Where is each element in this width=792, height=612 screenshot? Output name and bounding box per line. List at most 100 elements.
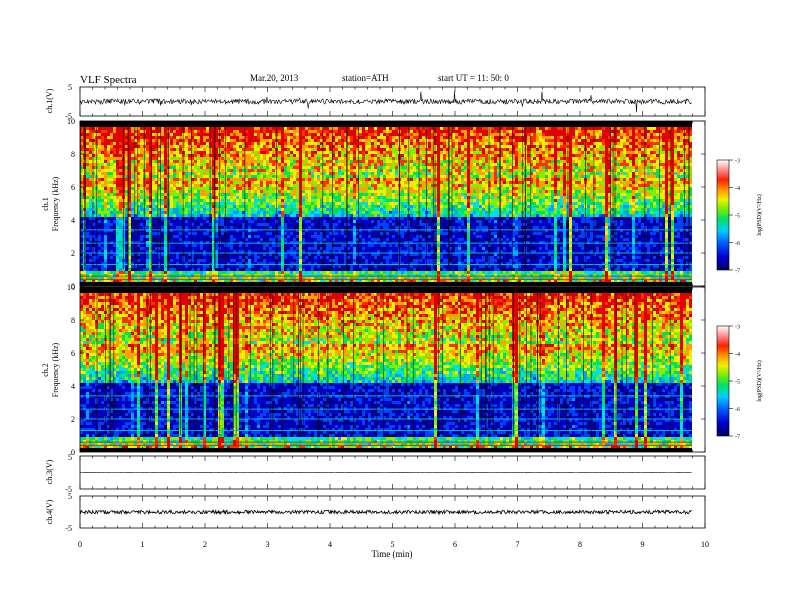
spectrogram-cell [317,202,321,206]
spectrogram-cell [317,280,321,282]
spectrogram-cell [185,202,189,206]
spectrogram-cell [104,190,108,194]
spectrogram-cell [146,172,150,176]
spectrogram-cell [206,196,210,200]
spectrogram-cell [86,127,90,131]
spectrogram-cell [227,193,231,197]
spectrogram-cell [158,202,162,206]
spectrogram-cell [338,145,342,149]
spectrogram-cell [101,148,105,152]
spectrogram-cell [92,238,96,242]
spectrogram-cell [137,205,141,209]
spectrogram-cell [89,277,93,281]
spectrogram-cell [119,280,123,282]
spectrogram-cell [302,148,306,152]
spectrogram-cell [134,250,138,254]
spectrogram-cell [137,277,141,281]
spectrogram-cell [209,256,213,260]
spectrogram-cell [107,139,111,143]
spectrogram-cell [257,265,261,269]
spectrogram-cell [269,160,273,164]
spectrogram-cell [155,160,159,164]
spectrogram-cell [248,211,252,215]
spectrogram-cell [161,154,165,158]
spectrogram-cell [257,214,261,218]
spectrogram-cell [311,181,315,185]
spectrogram-cell [341,145,345,149]
spectrogram-cell [326,166,330,170]
spectrogram-cell [182,181,186,185]
spectrogram-cell [212,145,216,149]
spectrogram-cell [296,253,300,257]
spectrogram-cell [119,265,123,269]
spectrogram-cell [299,229,303,233]
spectrogram-cell [332,181,336,185]
spectrogram-cell [278,262,282,266]
spectrogram-cell [203,151,207,155]
spectrogram-cell [197,193,201,197]
spectrogram-cell [314,247,318,251]
spectrogram-cell [257,136,261,140]
spectrogram-cell [125,187,129,191]
spectrogram-cell [329,130,333,134]
spectrogram-cell [215,226,219,230]
spectrogram-cell [149,148,153,152]
spectrogram-cell [152,229,156,233]
spectrogram-cell [131,208,135,212]
spectrogram-cell [191,196,195,200]
spectrogram-cell [116,259,120,263]
spectrogram-cell [128,151,132,155]
spectrogram-cell [203,253,207,257]
spectrogram-cell [209,163,213,167]
spectrogram-cell [323,169,327,173]
spectrogram-cell [158,142,162,146]
spectrogram-cell [248,127,252,131]
spectrogram-cell [245,160,249,164]
spectrogram-cell [338,211,342,215]
spectrogram-cell [161,226,165,230]
spectrogram-cell [251,166,255,170]
spectrogram-cell [161,256,165,260]
spectrogram-cell [299,232,303,236]
spectrogram-cell [245,187,249,191]
spectrogram-cell [320,265,324,269]
spectrogram-cell [293,247,297,251]
spectrogram-cell [161,169,165,173]
spectrogram-cell [338,244,342,248]
spectrogram-cell [149,181,153,185]
spectrogram-cell [299,199,303,203]
spectrogram-cell [161,157,165,161]
spectrogram-cell [197,166,201,170]
spectrogram-cell [173,190,177,194]
spectrogram-cell [80,247,84,251]
spectrogram-cell [110,247,114,251]
spectrogram-cell [176,256,180,260]
spectrogram-cell [251,160,255,164]
spectrogram-cell [248,175,252,179]
spectrogram-cell [227,235,231,239]
spectrogram-cell [305,145,309,149]
spectrogram-cell [230,160,234,164]
spectrogram-cell [335,148,339,152]
spectrogram-cell [137,163,141,167]
spectrogram-cell [113,256,117,260]
spectrogram-cell [290,184,294,188]
spectrogram-cell [233,211,237,215]
spectrogram-cell [260,160,264,164]
spectrogram-cell [215,181,219,185]
spectrogram-cell [236,256,240,260]
spectrogram-cell [104,181,108,185]
spectrogram-cell [236,259,240,263]
spectrogram-cell [164,145,168,149]
spectrogram-cell [98,253,102,257]
spectrogram-cell [101,175,105,179]
spectrogram-cell [179,271,183,275]
spectrogram-cell [248,223,252,227]
spectrogram-cell [182,190,186,194]
spectrogram-cell [125,205,129,209]
spectrogram-cell [320,175,324,179]
spectrogram-cell [119,196,123,200]
spectrogram-cell [236,226,240,230]
spectrogram-cell [251,238,255,242]
spectrogram-cell [89,262,93,266]
